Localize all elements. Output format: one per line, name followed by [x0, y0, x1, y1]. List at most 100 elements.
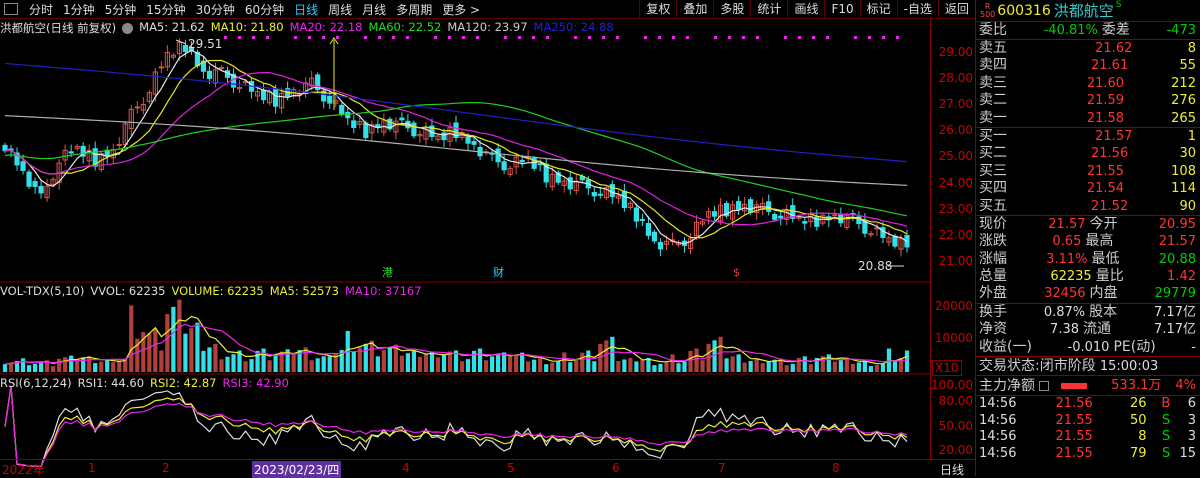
candle-body	[339, 104, 345, 115]
toolbar-button[interactable]: 多股	[713, 0, 750, 19]
volume-bar	[423, 354, 429, 372]
toolbar-button[interactable]: 标记	[859, 0, 897, 19]
volume-bar	[520, 352, 525, 372]
rsi-tick: 50.00	[938, 418, 973, 433]
trading-status: 交易状态:闭市阶段 15:00:03	[976, 357, 1200, 377]
candle-body	[705, 211, 712, 218]
signal-dot	[574, 36, 577, 39]
candle-body	[116, 144, 122, 147]
rsi1-value: RSI1: 44.60	[77, 376, 145, 390]
volume-bar	[688, 350, 693, 372]
period-tab[interactable]: 1分钟	[63, 2, 95, 17]
candle-body	[453, 122, 459, 139]
volume-bar	[207, 347, 212, 372]
volume-bar	[760, 363, 765, 372]
signal-dot	[714, 36, 717, 39]
volume-bar	[387, 347, 392, 372]
event-marker: $	[733, 266, 740, 279]
candle-body	[44, 185, 50, 199]
period-tab[interactable]: 60分钟	[244, 2, 285, 17]
period-tab[interactable]: 5分钟	[104, 2, 137, 17]
volume-tick: 20000	[934, 298, 973, 313]
quote-panel: R 500 600316 洪都航空 S 委比 -40.81% 委差 -473 卖五 21…	[975, 0, 1200, 476]
settings-icon[interactable]	[122, 23, 134, 34]
toolbar-button[interactable]: 返回	[937, 0, 975, 19]
panel-toggle-icon[interactable]	[4, 3, 18, 15]
toolbar-button[interactable]: 统计	[750, 0, 787, 19]
volume-bar	[766, 361, 771, 372]
event-marker: 财	[493, 265, 504, 279]
candle-body	[399, 117, 405, 121]
candle-body	[699, 221, 706, 225]
volume-bar	[171, 306, 176, 372]
candle-body	[519, 159, 525, 163]
chart-canvas[interactable]: 29.51 20.88 港 财 $	[0, 0, 930, 476]
volume-bar	[129, 305, 134, 372]
period-tab[interactable]: 周线	[328, 2, 353, 17]
volume-tick: 10000	[934, 331, 973, 346]
candle-body	[597, 193, 603, 196]
volume-bar	[742, 362, 747, 372]
list-icon[interactable]	[1039, 381, 1049, 392]
signal-dot	[728, 36, 731, 39]
signal-dot	[434, 36, 437, 39]
toolbar-button[interactable]: 复权	[639, 0, 676, 19]
volume-bar	[32, 363, 38, 372]
volume-bar	[38, 361, 44, 372]
tool-buttons: 复权 叠加 多股 统计 画线 F10 标记 -自选 返回	[639, 0, 975, 19]
stock-flag: S	[1115, 0, 1122, 10]
volume-bar	[826, 354, 831, 372]
period-tab[interactable]: 多周期	[396, 2, 433, 17]
signal-dot	[532, 36, 535, 39]
volume-bar	[87, 356, 92, 372]
toolbar-button[interactable]: 叠加	[676, 0, 713, 19]
volume-bar	[147, 333, 152, 372]
candle-body	[615, 195, 621, 199]
y-axis-panel	[930, 19, 975, 459]
order-row: 买五 21.52 90	[979, 197, 1196, 214]
signal-dot	[476, 36, 479, 39]
signal-dot	[378, 36, 381, 39]
volume-bar	[261, 348, 266, 372]
signal-dot	[742, 36, 745, 39]
toolbar-button[interactable]: F10	[824, 0, 859, 19]
volume-bar	[44, 360, 50, 372]
price-tick: 23.00	[938, 201, 973, 216]
candle-body	[778, 215, 784, 219]
period-tab[interactable]: 15分钟	[146, 2, 186, 17]
period-tab[interactable]: 月线	[362, 2, 387, 17]
period-tab[interactable]: 30分钟	[195, 2, 235, 17]
date-label: 1	[88, 461, 96, 475]
volume-bar	[81, 357, 86, 372]
volume-unit: X10	[932, 360, 962, 376]
signal-dot	[308, 36, 311, 39]
volume-bar	[57, 358, 62, 372]
volume-bar	[477, 348, 483, 372]
candle-body	[86, 149, 92, 162]
period-tab[interactable]: 更多 >	[442, 2, 481, 17]
period-tab[interactable]: 日线	[294, 2, 319, 17]
volume-bar	[586, 350, 591, 372]
candle-body	[279, 92, 285, 109]
candle-body	[218, 67, 225, 70]
candle-body	[531, 157, 537, 169]
volume-bar	[285, 349, 290, 372]
candle-body	[272, 88, 279, 107]
toolbar-button[interactable]: -自选	[896, 0, 938, 19]
volume-bar	[63, 357, 68, 372]
volume-bar	[219, 359, 224, 372]
candle-body	[742, 203, 748, 212]
ma5-legend: MA5: 21.62	[139, 20, 205, 34]
info-row: 换手 0.87% 股本 7.17亿	[979, 303, 1196, 320]
volume-bar	[291, 352, 296, 372]
signal-dot	[266, 36, 269, 39]
period-tab[interactable]: 分时	[29, 2, 54, 17]
volume-bar	[718, 336, 723, 372]
candle-body	[591, 192, 597, 197]
volume-bar	[411, 350, 417, 372]
volume-bar	[459, 361, 465, 372]
toolbar-button[interactable]: 画线	[787, 0, 824, 19]
volume-bar	[351, 351, 356, 372]
candle-body	[411, 122, 417, 137]
candle-body	[639, 219, 646, 222]
